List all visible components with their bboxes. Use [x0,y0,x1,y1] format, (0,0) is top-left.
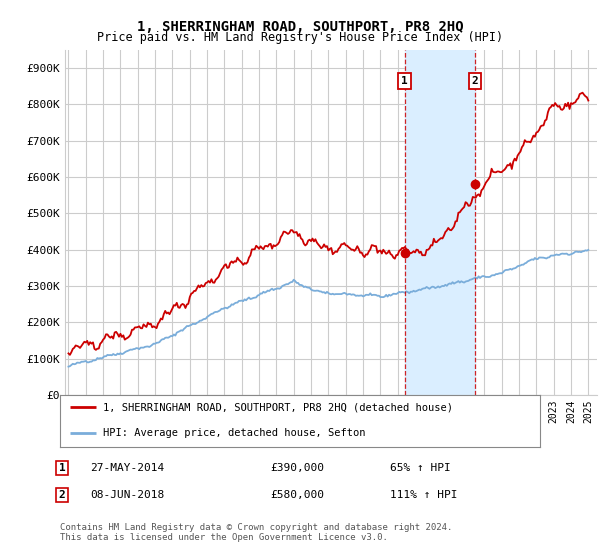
Text: 65% ↑ HPI: 65% ↑ HPI [390,463,451,473]
Text: 1: 1 [401,76,408,86]
Text: Contains HM Land Registry data © Crown copyright and database right 2024.
This d: Contains HM Land Registry data © Crown c… [60,522,452,542]
Bar [404,50,475,395]
Text: £390,000: £390,000 [270,463,324,473]
Text: HPI: Average price, detached house, Sefton: HPI: Average price, detached house, Seft… [103,428,366,438]
Text: 27-MAY-2014: 27-MAY-2014 [90,463,164,473]
Text: Price paid vs. HM Land Registry's House Price Index (HPI): Price paid vs. HM Land Registry's House … [97,31,503,44]
Text: 111% ↑ HPI: 111% ↑ HPI [390,490,458,500]
Text: 1, SHERRINGHAM ROAD, SOUTHPORT, PR8 2HQ (detached house): 1, SHERRINGHAM ROAD, SOUTHPORT, PR8 2HQ … [103,403,453,413]
Text: 08-JUN-2018: 08-JUN-2018 [90,490,164,500]
Text: 1: 1 [59,463,65,473]
Text: £580,000: £580,000 [270,490,324,500]
Text: 2: 2 [472,76,478,86]
Text: 2: 2 [59,490,65,500]
Text: 1, SHERRINGHAM ROAD, SOUTHPORT, PR8 2HQ: 1, SHERRINGHAM ROAD, SOUTHPORT, PR8 2HQ [137,20,463,34]
